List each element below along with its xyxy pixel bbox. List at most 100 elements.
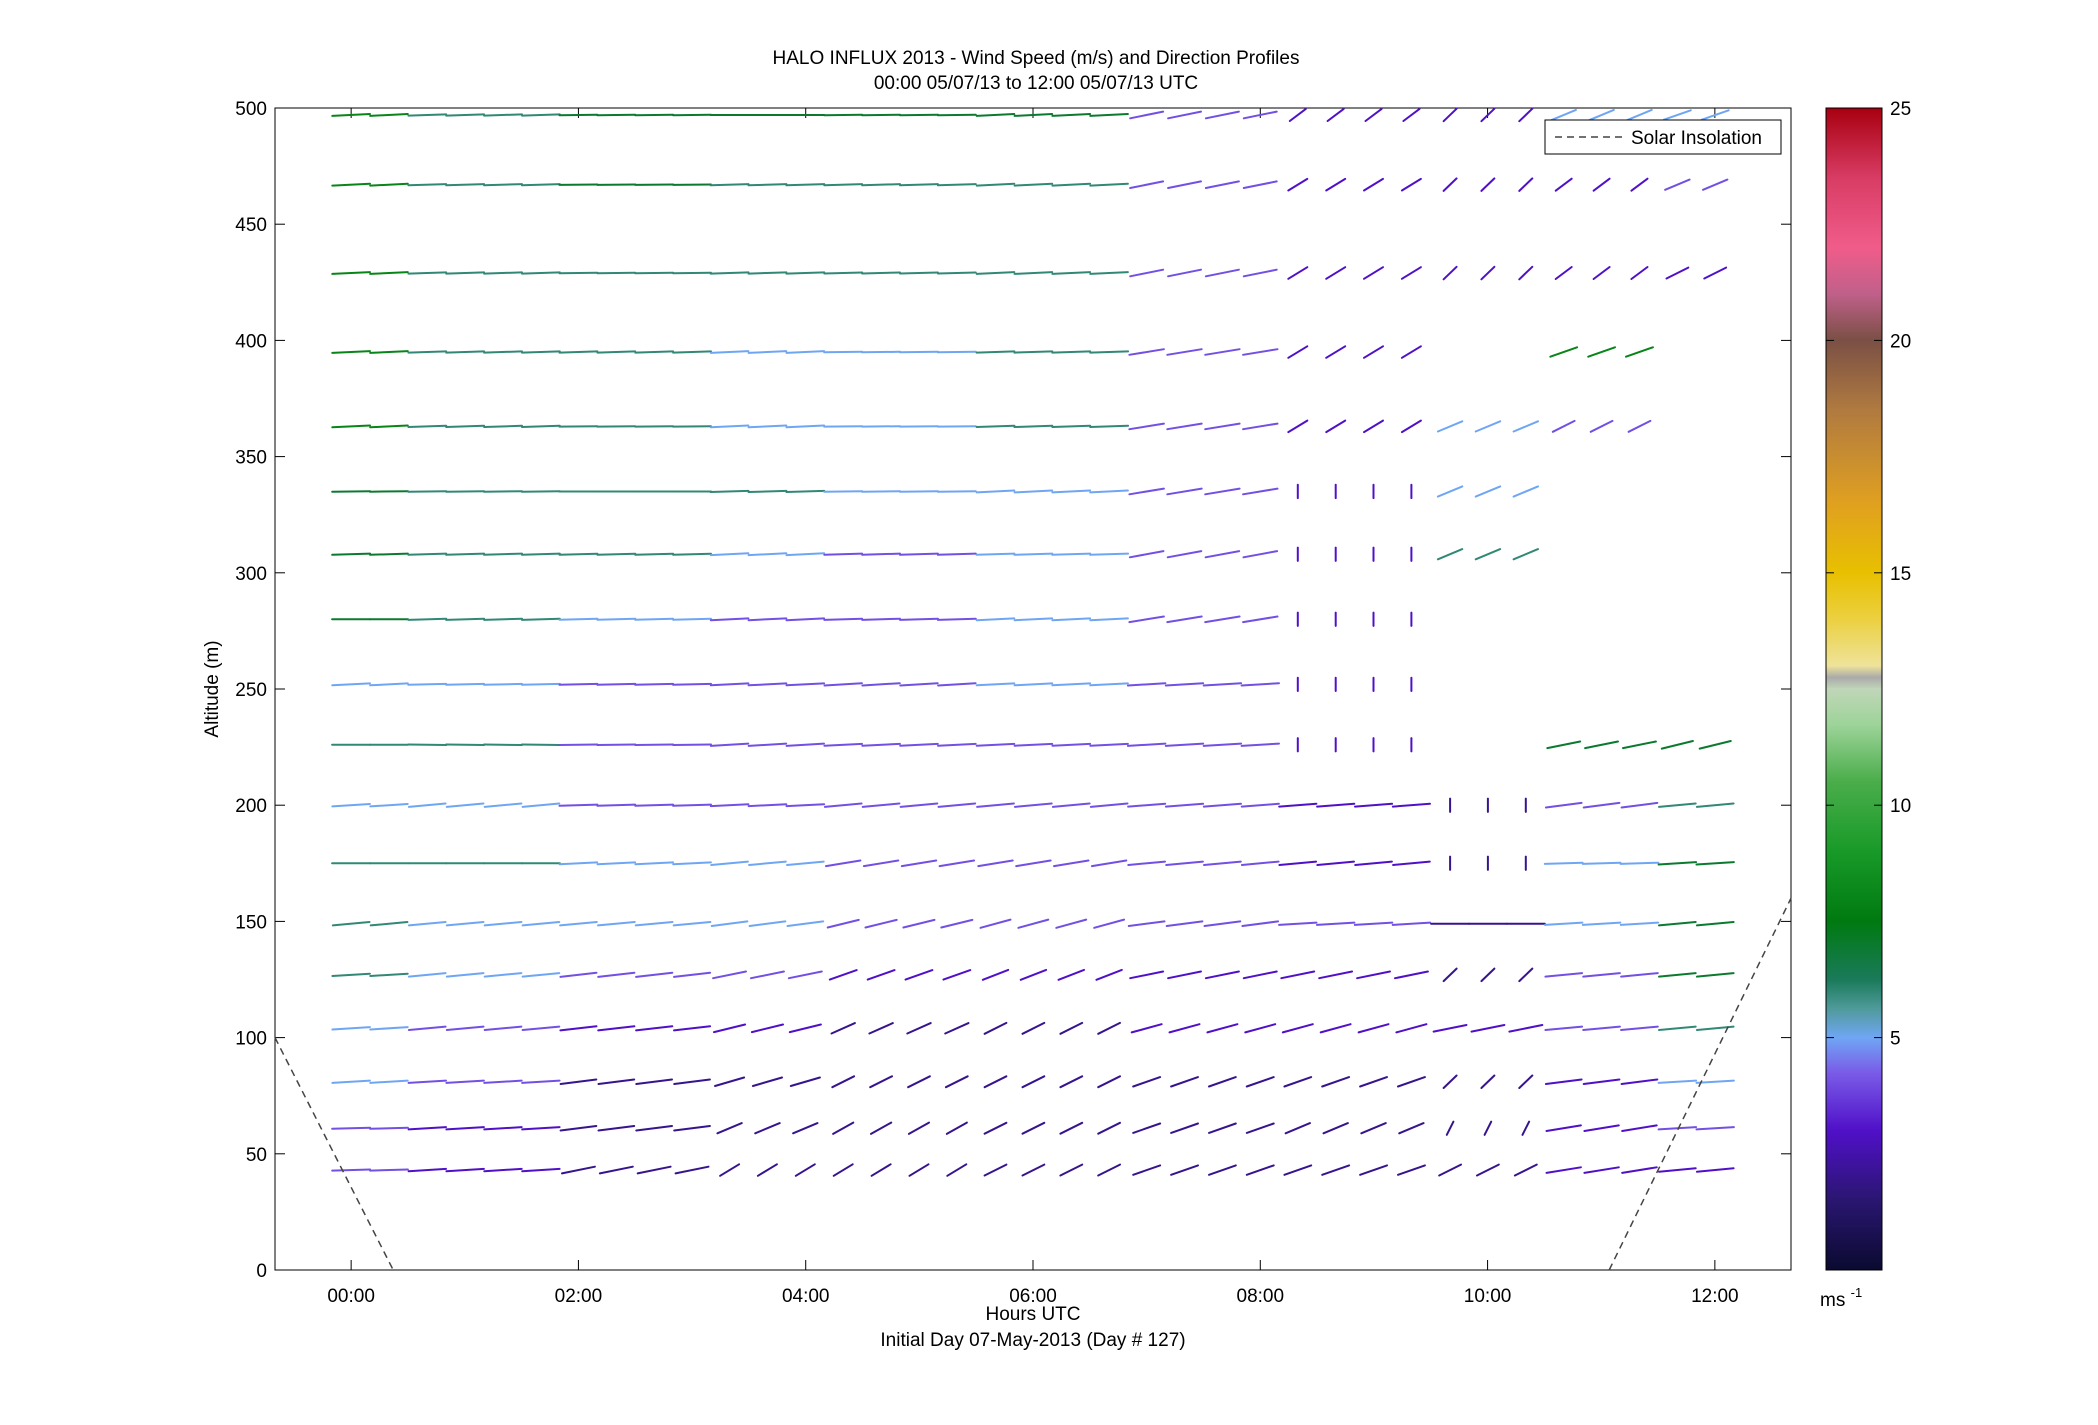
wind-vector [596,743,637,746]
wind-vector [1518,967,1534,983]
wind-vector [635,1025,674,1032]
wind-vector [1581,861,1622,865]
wind-vector [716,1122,743,1135]
wind-vector [1657,861,1698,866]
wind-vector [445,802,485,808]
wind-vector [1013,182,1054,187]
wind-vector [1442,967,1458,983]
wind-vector [1166,348,1203,356]
wind-vector [907,1075,931,1089]
wind-vector [1316,860,1355,866]
wind-vector [785,489,826,493]
wind-vector [1057,968,1085,981]
wind-vector [369,1026,409,1031]
wind-vector [561,1165,596,1175]
wind-vector [521,1079,561,1084]
wind-vector [747,350,788,354]
wind-vector [908,1163,930,1177]
wind-vector [521,1167,561,1173]
wind-vector [868,1022,894,1035]
wind-vector [977,859,1014,868]
wind-vector [788,1023,822,1034]
wind-vector [869,1075,893,1089]
wind-vector [748,860,787,866]
wind-vector [1013,350,1054,354]
wind-vector [1208,1122,1237,1134]
x-tick-label: 12:00 [1691,1286,1739,1307]
wind-vector [864,918,898,929]
wind-vector [1059,1021,1084,1035]
wind-vector [975,271,1016,275]
wind-vector [1621,1124,1658,1132]
wind-vector [369,921,409,927]
wind-vector [1544,921,1584,926]
wind-vector [1363,266,1384,280]
wind-vector [1627,419,1652,433]
wind-vector [1204,970,1240,980]
wind-vector [899,113,939,117]
wind-vector [713,1023,747,1034]
wind-vector [1658,921,1697,927]
wind-vector [826,918,860,929]
wind-vector [899,802,939,808]
wind-vector [1543,861,1584,865]
wind-vector [1397,1164,1426,1176]
wind-vector [331,1026,371,1031]
wind-vector [1013,113,1054,117]
wind-vector [483,743,523,746]
wind-vector [747,271,788,275]
wind-vector [521,424,561,428]
wind-vector [369,113,409,117]
wind-vector [975,350,1016,354]
wind-vector [596,861,637,866]
wind-vector [1442,107,1458,123]
wind-vector [1013,271,1054,275]
wind-vector [1544,972,1584,978]
wind-vector [1283,1076,1313,1088]
wind-vector [559,1078,598,1085]
wind-vector [1480,177,1496,192]
wind-vector [1583,1166,1620,1174]
wind-vector [559,971,598,978]
wind-vector [331,921,371,927]
wind-vector [1695,861,1735,866]
wind-vector [861,617,901,621]
wind-vector [1363,419,1384,434]
wind-vector [1658,1025,1697,1031]
wind-vector [1014,802,1053,808]
wind-vector [673,1078,711,1085]
wind-vector [1391,921,1432,926]
wind-vector [1521,1120,1531,1136]
wind-vector [559,1125,598,1132]
wind-vector [1665,266,1690,280]
wind-vector [1089,424,1130,428]
wind-vector [558,617,599,621]
wind-vector [672,552,712,556]
wind-vector [1695,802,1735,808]
wind-vector [1021,1075,1046,1089]
wind-vector [521,113,561,117]
wind-vector [1240,802,1280,808]
colorbar-tick-label: 25 [1890,99,1911,120]
solar-insolation-line [274,1037,394,1271]
wind-vector [1658,802,1697,808]
wind-vector [636,1165,672,1175]
wind-vector [1544,801,1583,809]
chart-subtitle: 00:00 05/07/13 to 12:00 05/07/13 UTC [874,73,1198,94]
wind-vector [825,859,862,868]
wind-vector [369,182,409,187]
wind-vector [866,969,896,981]
wind-vector [1127,860,1166,866]
wind-vector [1483,1120,1493,1136]
wind-vector [1474,548,1502,561]
wind-vector [445,183,486,187]
wind-vector [1658,972,1697,978]
wind-vector [709,552,750,557]
wind-vector [823,617,864,621]
wind-vector [1583,1124,1620,1132]
wind-vector [936,350,977,354]
wind-vector [596,682,637,686]
wind-vector [1132,1076,1162,1088]
wind-vector [597,971,636,978]
